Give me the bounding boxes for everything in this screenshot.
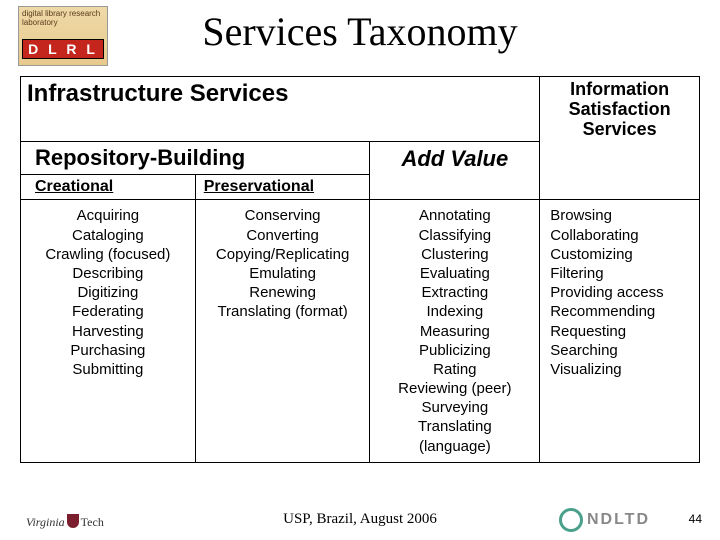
header-row-3: Creational Preservational xyxy=(21,175,700,200)
header-repository-building: Repository-Building xyxy=(21,142,370,175)
header-info-spacer-2 xyxy=(540,175,700,200)
list-item: Classifying xyxy=(376,226,533,245)
header-infrastructure: Infrastructure Services xyxy=(21,77,540,142)
list-item: Indexing xyxy=(376,302,533,321)
list-item: Extracting xyxy=(376,283,533,302)
header-information-services-label: Information Satisfaction Services xyxy=(546,80,693,139)
ndltd-text: NDLTD xyxy=(587,511,650,529)
list-item: Collaborating xyxy=(550,226,693,245)
header-information-services: Information Satisfaction Services xyxy=(540,77,700,142)
list-item: Cataloging xyxy=(27,226,189,245)
list-item: Acquiring xyxy=(27,206,189,225)
slide-title: Services Taxonomy xyxy=(0,8,720,55)
list-item: Translating (format) xyxy=(202,302,364,321)
list-item: Converting xyxy=(202,226,364,245)
list-item: Digitizing xyxy=(27,283,189,302)
list-item: Harvesting xyxy=(27,322,189,341)
list-item: Federating xyxy=(27,302,189,321)
col-creational: AcquiringCatalogingCrawling (focused)Des… xyxy=(21,200,196,461)
header-add-value-spacer xyxy=(370,175,540,200)
list-item: Filtering xyxy=(550,264,693,283)
list-item: Visualizing xyxy=(550,360,693,379)
header-preservational: Preservational xyxy=(196,175,371,200)
page-number: 44 xyxy=(689,512,702,526)
list-item: Reviewing (peer) xyxy=(376,379,533,398)
header-add-value: Add Value xyxy=(370,142,540,175)
col-preservational: ConservingConvertingCopying/ReplicatingE… xyxy=(196,200,371,461)
ndltd-ring-icon xyxy=(559,508,583,532)
list-item: Annotating xyxy=(376,206,533,225)
list-item: Emulating xyxy=(202,264,364,283)
list-item: Submitting xyxy=(27,360,189,379)
header-info-spacer-1 xyxy=(540,142,700,175)
list-item: Crawling (focused) xyxy=(27,245,189,264)
header-row-2: Repository-Building Add Value xyxy=(21,142,700,175)
list-item: Publicizing xyxy=(376,341,533,360)
list-item: Measuring xyxy=(376,322,533,341)
list-item: Surveying xyxy=(376,398,533,417)
slide: digital library research laboratory D L … xyxy=(0,0,720,540)
list-item: Searching xyxy=(550,341,693,360)
list-item: Translating xyxy=(376,417,533,436)
list-item: Renewing xyxy=(202,283,364,302)
list-item: Providing access xyxy=(550,283,693,302)
header-creational: Creational xyxy=(21,175,196,200)
list-item: (language) xyxy=(376,437,533,456)
list-item: Copying/Replicating xyxy=(202,245,364,264)
list-item: Customizing xyxy=(550,245,693,264)
list-item: Recommending xyxy=(550,302,693,321)
list-item: Conserving xyxy=(202,206,364,225)
taxonomy-table: Infrastructure Services Information Sati… xyxy=(20,76,700,463)
list-item: Describing xyxy=(27,264,189,283)
body-row: AcquiringCatalogingCrawling (focused)Des… xyxy=(21,200,700,461)
list-item: Browsing xyxy=(550,206,693,225)
list-item: Rating xyxy=(376,360,533,379)
list-item: Purchasing xyxy=(27,341,189,360)
header-add-value-label: Add Value xyxy=(401,147,508,170)
header-row-1: Infrastructure Services Information Sati… xyxy=(21,77,700,142)
col-info-services: BrowsingCollaboratingCustomizingFilterin… xyxy=(540,200,700,461)
ndltd-logo: NDLTD xyxy=(559,508,650,532)
list-item: Requesting xyxy=(550,322,693,341)
list-item: Evaluating xyxy=(376,264,533,283)
col-add-value: AnnotatingClassifyingClusteringEvaluatin… xyxy=(370,200,540,461)
list-item: Clustering xyxy=(376,245,533,264)
